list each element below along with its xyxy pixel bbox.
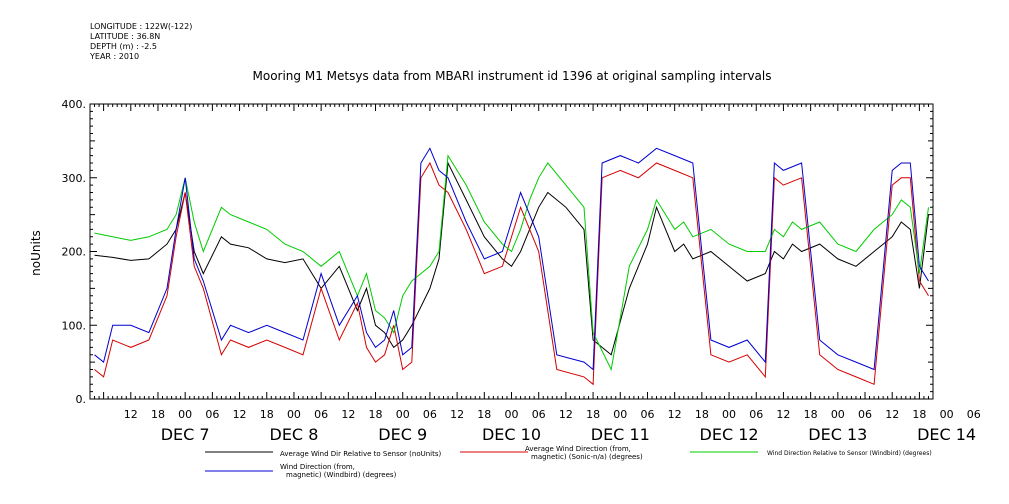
x-hour-label: 18 bbox=[695, 408, 709, 421]
x-hour-label: 00 bbox=[505, 408, 519, 421]
chart-title: Mooring M1 Metsys data from MBARI instru… bbox=[253, 69, 772, 83]
series-line-3 bbox=[94, 154, 929, 372]
legend-label-2: Average Wind Direction (from, magnetic) (… bbox=[525, 445, 643, 461]
x-hour-label: 06 bbox=[640, 408, 654, 421]
x-tick-labels: 12 18 00 06 12 18 00 06 12 18 00 06 12 18 00 06 12 18 00 06… bbox=[124, 408, 981, 444]
x-day-label: DEC 7 bbox=[161, 425, 210, 444]
x-hour-label: 12 bbox=[776, 408, 790, 421]
x-hour-label: 00 bbox=[722, 408, 736, 421]
x-hour-label: 00 bbox=[940, 408, 954, 421]
x-day-label: DEC 14 bbox=[917, 425, 976, 444]
y-axis-label: noUnits bbox=[29, 230, 43, 276]
x-hour-label: 18 bbox=[369, 408, 383, 421]
x-hour-label: 12 bbox=[559, 408, 573, 421]
y-tick-label: 400. bbox=[62, 98, 87, 111]
axis-ticks bbox=[89, 103, 934, 400]
x-hour-label: 00 bbox=[613, 408, 627, 421]
legend: Average Wind Dir Relative to Sensor (noU… bbox=[205, 445, 932, 479]
x-hour-label: 18 bbox=[260, 408, 274, 421]
y-tick-labels: 0. 100. 200. 300. 400. bbox=[62, 98, 87, 406]
x-day-label: DEC 9 bbox=[378, 425, 427, 444]
legend-label-1: Average Wind Dir Relative to Sensor (noU… bbox=[280, 450, 441, 458]
x-hour-label: 06 bbox=[858, 408, 872, 421]
legend-label-3: Wind Direction Relative to Sensor (Windb… bbox=[767, 450, 932, 457]
x-hour-label: 18 bbox=[477, 408, 491, 421]
x-hour-label: 12 bbox=[341, 408, 355, 421]
x-day-label: DEC 12 bbox=[700, 425, 759, 444]
x-hour-label: 00 bbox=[396, 408, 410, 421]
header-latitude: LATITUDE : 36.8N bbox=[90, 32, 161, 41]
x-day-label: DEC 8 bbox=[270, 425, 319, 444]
header-longitude: LONGITUDE : 122W(-122) bbox=[90, 22, 193, 31]
x-day-label: DEC 10 bbox=[482, 425, 541, 444]
x-hour-label: 00 bbox=[287, 408, 301, 421]
x-hour-label: 06 bbox=[967, 408, 981, 421]
x-hour-label: 06 bbox=[423, 408, 437, 421]
x-hour-label: 12 bbox=[124, 408, 138, 421]
x-day-label: DEC 11 bbox=[591, 425, 650, 444]
x-hour-label: 06 bbox=[205, 408, 219, 421]
series-line-2 bbox=[94, 161, 929, 386]
x-hour-label: 12 bbox=[885, 408, 899, 421]
x-hour-label: 12 bbox=[233, 408, 247, 421]
x-hour-label: 00 bbox=[831, 408, 845, 421]
series-lines bbox=[94, 147, 929, 386]
x-day-label: DEC 13 bbox=[808, 425, 867, 444]
y-tick-label: 100. bbox=[62, 319, 87, 332]
x-hour-label: 18 bbox=[912, 408, 926, 421]
series-line-1 bbox=[94, 161, 929, 356]
x-hour-label: 18 bbox=[804, 408, 818, 421]
y-tick-label: 200. bbox=[62, 246, 87, 259]
x-hour-label: 00 bbox=[178, 408, 192, 421]
x-hour-label: 06 bbox=[532, 408, 546, 421]
header-depth: DEPTH (m) : -2.5 bbox=[90, 42, 157, 51]
series-line-4 bbox=[94, 147, 929, 371]
y-tick-label: 0. bbox=[76, 393, 87, 406]
x-hour-label: 06 bbox=[314, 408, 328, 421]
legend-label-4: Wind Direction (from, magnetic) (Windbird… bbox=[280, 463, 397, 479]
x-hour-label: 18 bbox=[151, 408, 165, 421]
x-hour-label: 12 bbox=[668, 408, 682, 421]
x-hour-label: 18 bbox=[586, 408, 600, 421]
y-tick-label: 300. bbox=[62, 172, 87, 185]
x-hour-label: 12 bbox=[450, 408, 464, 421]
header-year: YEAR : 2010 bbox=[90, 52, 140, 61]
x-hour-label: 06 bbox=[749, 408, 763, 421]
